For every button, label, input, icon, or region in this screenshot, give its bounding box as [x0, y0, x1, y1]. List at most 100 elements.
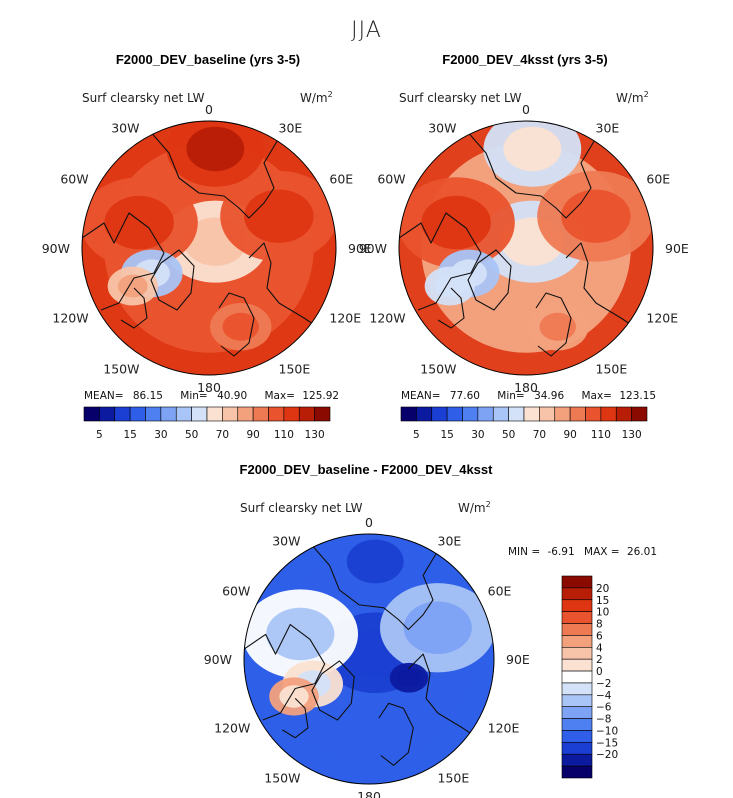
colorbar-tick-label: 30 — [471, 429, 484, 441]
polar-map-panel-1: 180 150E 120E 90E 60E 30E 0 30W 60W 90W 120W 150W 5 1… — [42, 102, 372, 441]
field-core-north-pacific — [503, 126, 562, 172]
colorbar-tick-label: 15 — [596, 595, 609, 607]
min-value: 40.90 — [217, 390, 248, 402]
polar-map-panel-3: 180150E120E90E60E30E030W60W90W120W150W20… — [204, 515, 618, 798]
colorbar-swatch — [462, 406, 479, 422]
colorbar-tick-label: −6 — [596, 702, 612, 714]
colorbar-swatch — [252, 406, 269, 422]
colorbar-swatch — [160, 406, 177, 422]
lon-label-150W: 150W — [264, 771, 300, 786]
coastline-greenland — [150, 249, 195, 311]
min-value: -6.91 — [547, 546, 575, 558]
colorbar-swatch — [283, 406, 300, 422]
colorbar-tick-label: 50 — [185, 429, 198, 441]
colorbar-swatch — [99, 406, 116, 422]
coastline-north-america — [244, 624, 326, 721]
lon-label-120W: 120W — [214, 721, 250, 736]
field-core-scandinavia — [539, 312, 576, 341]
colorbar-tick-label: 4 — [596, 642, 603, 654]
colorbar-swatch — [561, 670, 593, 684]
units-text: W/m — [300, 91, 328, 105]
lon-label-60W: 60W — [60, 172, 88, 187]
colorbar-tick-label: 30 — [154, 429, 167, 441]
colorbar-swatch — [298, 406, 315, 422]
lon-label-150W: 150W — [103, 361, 139, 376]
field-core-north-pacific — [186, 126, 245, 172]
colorbar-tick-label: −4 — [596, 690, 612, 702]
colorbar-tick-label: 5 — [96, 429, 103, 441]
colorbar-tick-label: 130 — [622, 429, 642, 441]
panel-1-units: W/m2 — [300, 90, 333, 105]
colorbar-swatch — [446, 406, 463, 422]
colorbar-tick-label: 70 — [216, 429, 229, 441]
colorbar-tick-label: 110 — [274, 429, 294, 441]
lon-label-120E: 120E — [488, 721, 520, 736]
lon-label-90W: 90W — [204, 652, 232, 667]
coastlines — [82, 129, 320, 357]
lon-label-30E: 30E — [438, 533, 462, 548]
coastline-siberia-pacific — [465, 129, 597, 219]
mean-label: MEAN= — [84, 390, 124, 402]
lon-label-90E: 90E — [348, 241, 372, 256]
colorbar-swatch — [508, 406, 525, 422]
panel-3-title: F2000_DEV_baseline - F2000_DEV_4ksst — [239, 462, 493, 477]
colorbar-swatch — [400, 406, 417, 422]
lon-label-0: 0 — [205, 102, 213, 117]
lon-label-30W: 30W — [428, 121, 456, 136]
colorbar-tick-label: 15 — [440, 429, 453, 441]
colorbar-swatch — [523, 406, 540, 422]
coastline-north-america — [82, 212, 165, 311]
colorbar-swatch — [175, 406, 192, 422]
lon-label-150W: 150W — [420, 361, 456, 376]
units-text: W/m — [616, 91, 644, 105]
colorbar-tick-label: 50 — [502, 429, 515, 441]
colorbar-swatch — [191, 406, 208, 422]
coastline-eurasia — [565, 242, 637, 329]
colorbar-tick-label: 6 — [596, 630, 603, 642]
lon-label-180: 180 — [357, 789, 381, 798]
colorbar-swatch — [561, 611, 593, 624]
field-core-scandinavia — [222, 312, 259, 341]
colorbar-swatch — [561, 730, 593, 743]
units-text: W/m — [458, 501, 486, 515]
lon-label-120E: 120E — [646, 311, 678, 326]
field-core-hudson-bay — [279, 685, 309, 708]
colorbar-swatch — [600, 406, 617, 422]
min-label: Min= — [497, 390, 525, 402]
colorbar-swatch — [561, 635, 593, 648]
colorbar-swatch — [237, 406, 254, 422]
lon-label-180: 180 — [514, 380, 538, 395]
field-core-siberia — [244, 189, 314, 243]
colorbar-swatch — [615, 406, 632, 422]
min-label: Min= — [180, 390, 208, 402]
colorbar-tick-label: 90 — [563, 429, 576, 441]
lon-label-30E: 30E — [596, 121, 620, 136]
lon-label-0: 0 — [365, 515, 373, 530]
coastline-siberia-pacific — [309, 542, 439, 631]
panel-1-title: F2000_DEV_baseline (yrs 3-5) — [115, 52, 301, 67]
field-core-hudson-bay — [117, 274, 148, 298]
colorbar-swatch — [314, 406, 331, 422]
colorbar-swatch — [206, 406, 223, 422]
coastline-scandinavia — [535, 292, 572, 357]
colorbar-swatch — [268, 406, 285, 422]
colorbar-swatch — [129, 406, 146, 422]
coastline-siberia-pacific — [148, 129, 280, 219]
colorbar: 5 15 30 50 70 90 110 130 — [400, 406, 648, 441]
colorbar-swatch — [569, 406, 586, 422]
coastlines — [244, 542, 478, 766]
map-boundary — [243, 533, 495, 785]
colorbar-swatch — [539, 406, 556, 422]
lon-label-30E: 30E — [279, 121, 303, 136]
colorbar-tick-label: 10 — [596, 607, 609, 619]
coastline-greenland — [311, 660, 355, 721]
min-value: 34.96 — [534, 390, 565, 402]
field-core-north-pacific — [346, 539, 404, 584]
field-core-north-america — [266, 607, 335, 661]
max-value: 26.01 — [626, 546, 657, 558]
max-value: 123.15 — [619, 390, 657, 402]
mean-value: 86.15 — [132, 390, 163, 402]
colorbar-tick-label: 110 — [591, 429, 611, 441]
panel-1-variable-label: Surf clearsky net LW — [82, 91, 205, 105]
colorbar-swatch — [561, 587, 593, 601]
